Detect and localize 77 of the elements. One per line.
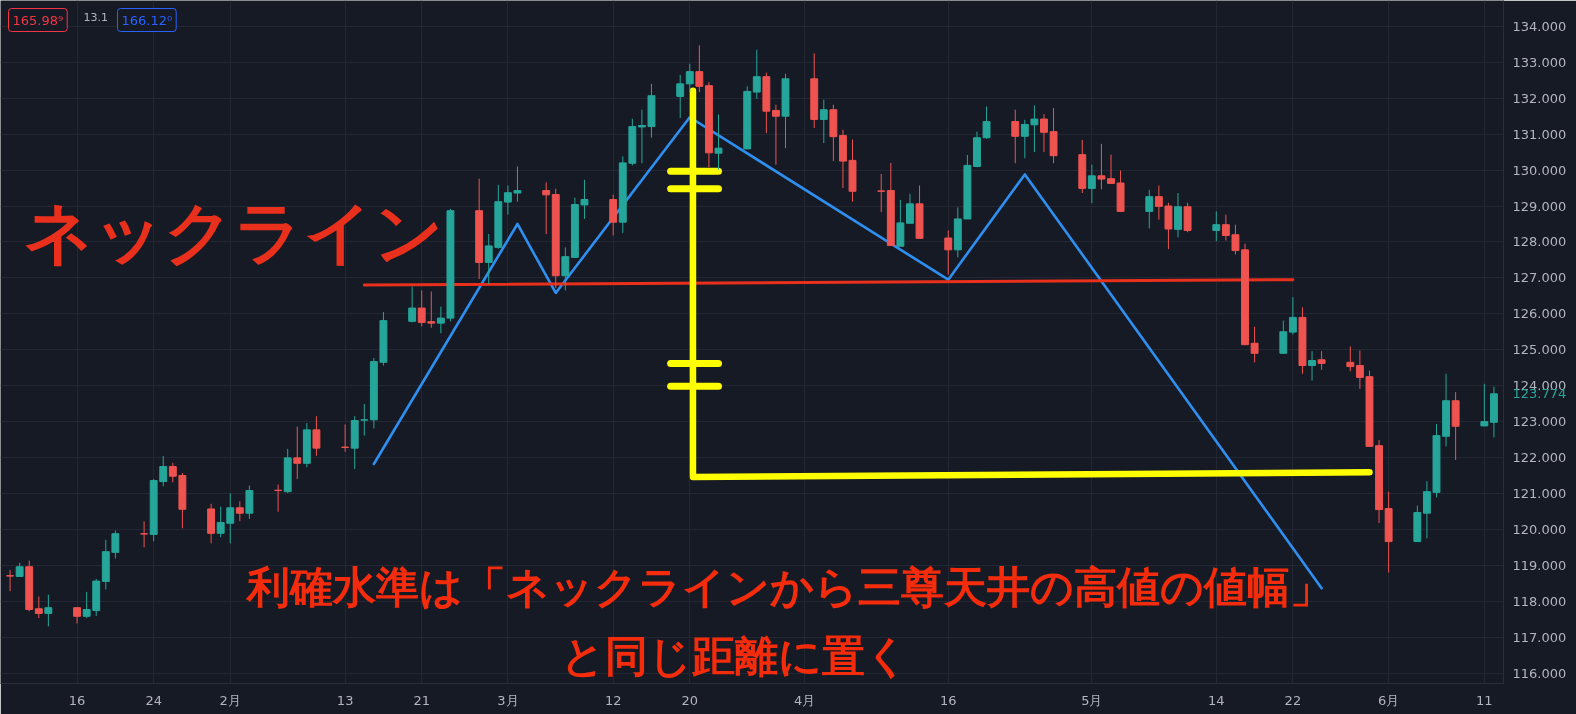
candlestick (1480, 383, 1489, 427)
candlestick (1317, 350, 1326, 371)
x-tick-label: 5月 (1081, 692, 1103, 708)
candlestick (561, 246, 570, 291)
y-tick-label: 120.000 (1512, 521, 1567, 537)
x-tick-label: 16 (939, 692, 957, 708)
candlestick (896, 199, 905, 247)
candlestick (542, 181, 551, 235)
candlestick (34, 596, 43, 619)
candlestick (714, 113, 723, 171)
candlestick (752, 49, 761, 100)
candlestick (1288, 296, 1297, 336)
x-tick-label: 12 (604, 692, 622, 708)
candlestick (906, 193, 914, 224)
candlestick (1212, 210, 1221, 242)
y-tick-label: 122.000 (1512, 450, 1567, 466)
y-tick-label: 126.000 (1512, 306, 1567, 322)
y-tick-label: 129.000 (1512, 198, 1567, 214)
x-tick-label: 2月 (219, 692, 241, 708)
x-tick-label: 14 (1208, 692, 1225, 708)
y-tick-label: 134.000 (1512, 18, 1567, 34)
y-tick-label: 116.000 (1512, 665, 1567, 681)
candlestick (140, 520, 149, 548)
x-tick-label: 6月 (1377, 692, 1400, 708)
annotation: 利確水準は「ネックラインから三尊天井の高値の値幅」 (244, 561, 1333, 612)
candlestick (1346, 345, 1355, 372)
candlestick (6, 569, 15, 592)
candlestick (819, 99, 828, 144)
x-tick-label: 13 (336, 692, 354, 708)
annotation: と同じ距離に置く (560, 630, 909, 681)
candlestick (1183, 202, 1192, 233)
candlestick (245, 485, 254, 520)
y-tick-label: 131.000 (1512, 126, 1567, 142)
candlestick (609, 194, 618, 236)
candlestick (685, 63, 694, 93)
x-tick-label: 21 (413, 692, 430, 708)
candlestick (771, 104, 780, 166)
candlestick (695, 44, 704, 93)
candlestick (341, 423, 350, 453)
series-label: ネックライン (24, 193, 445, 273)
candlestick (235, 500, 244, 522)
x-tick-label: 22 (1284, 692, 1302, 708)
candlestick (877, 173, 886, 213)
x-tick-label: 3月 (497, 692, 519, 708)
y-tick-label: 117.000 (1512, 629, 1567, 645)
x-tick-label: 16 (68, 692, 86, 708)
candlestick (1174, 192, 1182, 238)
x-tick-label: 11 (1476, 692, 1493, 708)
annotation: 166.12⁰ (121, 12, 173, 28)
y-tick-label: 133.000 (1512, 54, 1567, 70)
candlestick (408, 285, 417, 323)
y-tick-label: 121.000 (1512, 485, 1567, 501)
y-tick-label: 132.000 (1512, 90, 1567, 106)
candlestick (1308, 350, 1316, 382)
candlestick (676, 74, 685, 119)
candlestick (1279, 320, 1288, 354)
candlestick (944, 229, 953, 276)
y-tick-label: 125.000 (1512, 342, 1567, 358)
y-tick-label: 130.000 (1512, 162, 1567, 178)
candlestick (1145, 189, 1154, 229)
candlestick (1011, 109, 1020, 164)
x-tick-label: 24 (145, 692, 162, 708)
y-tick-label: 118.000 (1512, 593, 1567, 609)
y-tick-label: 123.000 (1512, 414, 1567, 430)
candlestick (436, 306, 445, 334)
x-tick-label: 4月 (794, 692, 816, 708)
x-tick-label: 20 (681, 692, 699, 708)
y-tick-label: 127.000 (1512, 270, 1567, 286)
y-tick-label: 119.000 (1512, 557, 1567, 573)
candlestick (360, 403, 369, 437)
candlestick (44, 594, 53, 627)
annotation: 165.98⁹ (12, 12, 64, 28)
annotation: 13.1 (83, 10, 108, 24)
candlestick (293, 426, 302, 480)
candlestick (1087, 164, 1096, 204)
candlestick (312, 415, 321, 457)
y-tick-label: 128.000 (1512, 234, 1567, 250)
